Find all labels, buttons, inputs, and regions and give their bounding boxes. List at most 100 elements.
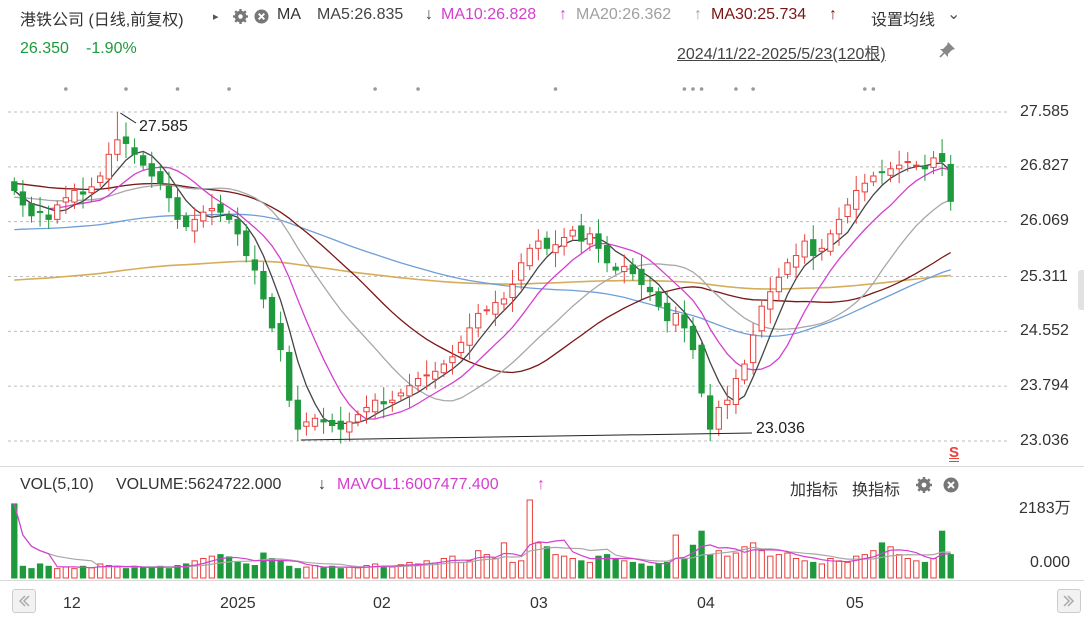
- volume-bar: [930, 558, 937, 579]
- candle-body: [569, 229, 576, 237]
- volume-bar: [19, 565, 27, 579]
- close-icon[interactable]: [943, 477, 959, 498]
- volume-bar: [475, 550, 482, 579]
- volume-bar: [578, 560, 585, 579]
- candle-body: [131, 147, 138, 155]
- mavol1-value: MAVOL1:6007477.400: [337, 476, 499, 493]
- volume-bar: [423, 560, 430, 579]
- volume-bar: [251, 565, 259, 579]
- volume-bar: [62, 566, 70, 579]
- candle-body: [148, 163, 155, 177]
- ma5-value: MA5:26.835: [317, 6, 404, 23]
- volume-bar: [887, 546, 894, 579]
- candle-body: [844, 204, 851, 218]
- add-indicator-button[interactable]: 加指标: [790, 482, 839, 499]
- ma20-line: [14, 184, 951, 402]
- candle-body: [122, 136, 130, 144]
- ma5-line: [13, 150, 952, 425]
- gear-icon[interactable]: [916, 477, 932, 498]
- volume-bar: [432, 562, 439, 579]
- candle-body: [947, 163, 954, 202]
- stock-title[interactable]: 港铁公司 (日线,前复权): [20, 12, 184, 29]
- ma-settings-button[interactable]: 设置均线: [871, 12, 936, 29]
- volume-bar: [148, 566, 155, 579]
- date-range[interactable]: 2024/11/22-2025/5/23(120根): [677, 46, 886, 63]
- candle-body: [500, 298, 508, 305]
- candle-body: [698, 344, 705, 394]
- volume-bar: [500, 542, 508, 579]
- candle-body: [243, 230, 250, 257]
- volume-bar: [664, 561, 671, 579]
- candle-body: [801, 240, 808, 258]
- event-marker-dot: [64, 87, 68, 91]
- side-collapse-handle[interactable]: [1078, 270, 1084, 310]
- volume-bar: [724, 555, 731, 579]
- candle-body: [621, 265, 628, 272]
- event-marker-dot: [871, 87, 876, 91]
- candle-body: [217, 203, 224, 213]
- volume-bar: [853, 555, 860, 579]
- volume-tick-label: 0.000: [1030, 554, 1071, 571]
- candle-body: [328, 419, 336, 427]
- candle-body: [71, 189, 78, 203]
- volume-bar: [732, 552, 740, 579]
- candle-body: [371, 399, 379, 413]
- volume-bar: [320, 567, 327, 579]
- candle-body: [938, 153, 946, 163]
- candle-body: [930, 157, 937, 168]
- volume-bar: [268, 558, 276, 579]
- candle-body: [578, 225, 585, 242]
- candle-body: [174, 197, 181, 220]
- candle-body: [423, 374, 430, 377]
- volume-bar: [646, 565, 654, 579]
- candle-body: [792, 255, 800, 268]
- volume-bar: [45, 565, 52, 579]
- x-tick-label: 03: [530, 595, 548, 612]
- s-badge[interactable]: S: [949, 444, 960, 461]
- candle-body: [535, 240, 542, 249]
- candle-body: [715, 406, 722, 430]
- switch-indicator-button[interactable]: 换指标: [852, 482, 901, 499]
- event-marker-dot: [416, 87, 420, 91]
- volume-bar: [621, 560, 628, 579]
- candle-body: [732, 378, 740, 406]
- event-marker-dot: [862, 87, 867, 91]
- candle-body: [775, 276, 783, 293]
- candle-body: [629, 264, 637, 275]
- volume-bar: [483, 554, 490, 579]
- expand-arrow-icon[interactable]: ▸: [213, 11, 219, 23]
- volume-bar: [895, 554, 903, 579]
- volume-bar: [655, 563, 662, 579]
- candle-body: [767, 291, 774, 310]
- chevron-left-icon[interactable]: [12, 589, 36, 613]
- pin-icon[interactable]: [938, 41, 956, 64]
- price-tick-label: 26.069: [1020, 212, 1069, 229]
- candle-body: [749, 334, 757, 364]
- volume-bar: [603, 554, 611, 579]
- candle-body: [200, 211, 207, 222]
- chevron-down-icon[interactable]: ⌄: [947, 6, 961, 23]
- candle-body: [492, 302, 499, 315]
- ma60-line: [14, 213, 951, 338]
- candle-body: [79, 191, 87, 195]
- candle-body: [655, 291, 662, 307]
- volume-bar: [54, 568, 61, 579]
- candle-body: [664, 302, 671, 322]
- volume-bar: [397, 564, 405, 579]
- close-icon[interactable]: [254, 9, 269, 29]
- candle-body: [105, 153, 112, 180]
- volume-bar: [165, 568, 173, 579]
- candle-body: [827, 233, 834, 252]
- gear-icon[interactable]: [233, 9, 248, 29]
- candle-body: [646, 286, 654, 293]
- price-tick-label: 25.311: [1020, 268, 1068, 285]
- volume-bar: [440, 558, 448, 579]
- price-tick-label: 24.552: [1020, 322, 1069, 339]
- event-marker-dot: [751, 87, 755, 91]
- volume-bar: [878, 542, 886, 579]
- candle-body: [19, 191, 27, 206]
- candle-body: [260, 270, 267, 300]
- chevron-right-icon[interactable]: [1057, 589, 1081, 613]
- volume-bar: [810, 561, 817, 579]
